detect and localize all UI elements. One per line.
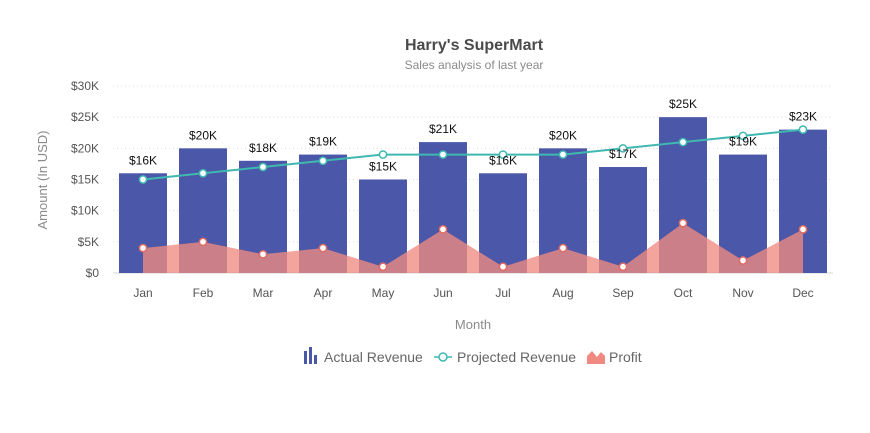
profit-point [318,243,328,253]
profit-point [378,262,388,272]
projected-point [618,143,628,153]
x-tick-label: Jan [133,286,152,300]
projected-point [558,150,568,159]
profit-point [438,225,448,234]
legend-label: Profit [609,349,642,365]
projected-point [678,137,688,147]
legend: Actual Revenue Projected Revenue Profit [304,347,642,365]
profit-point [558,243,568,253]
x-axis-ticks: Jan Feb Mar Apr May Jun Jul Aug Sep Oct Nov Dec [133,286,813,300]
x-tick-label: Oct [674,286,693,300]
legend-item-actual-revenue: Actual Revenue [304,347,423,365]
projected-point [138,175,148,184]
bar-chart-icon [304,347,317,364]
chart-title: Harry's SuperMart [405,37,544,54]
y-tick-label: $20K [71,141,99,155]
bar-value-label: $16K [129,153,157,167]
profit-point [798,225,808,234]
x-tick-label: Dec [792,286,813,300]
y-tick-label: $5K [78,235,99,249]
bar-value-label: $20K [549,128,577,142]
legend-label: Projected Revenue [457,349,576,365]
bar-value-label: $16K [489,153,517,167]
profit-point [138,243,148,253]
y-tick-label: $15K [71,173,99,187]
bar-value-label: $19K [309,135,337,149]
y-axis-ticks: $0 $5K $10K $15K $20K $25K $30K [71,79,99,280]
area-series [138,218,808,273]
bar-value-label: $19K [729,135,757,149]
y-tick-label: $10K [71,204,99,218]
x-axis-title: Month [455,317,491,332]
profit-point [738,256,748,265]
x-tick-label: Jul [495,286,510,300]
profit-point [258,249,268,259]
bar-value-label: $23K [789,110,817,124]
projected-point [498,150,508,159]
projected-revenue-line [142,128,804,181]
legend-label: Actual Revenue [324,349,423,365]
bar-value-label: $20K [189,128,217,142]
chart-subtitle: Sales analysis of last year [405,58,544,72]
bar-value-label: $18K [249,141,277,155]
area-chart-icon [587,351,605,364]
profit-point [198,237,208,247]
projected-point [738,131,748,141]
legend-marker [438,352,448,362]
profit-point [618,262,628,272]
x-tick-label: Nov [732,286,753,300]
line-marker-icon [434,352,452,362]
legend-bar [314,355,317,364]
x-tick-label: Feb [193,286,214,300]
projected-point [438,150,448,159]
x-tick-label: Jun [433,286,452,300]
legend-bar [304,351,307,364]
y-axis-title: Amount (In USD) [35,131,50,230]
revenue-bar [479,173,527,273]
profit-area [143,223,803,273]
x-tick-label: Apr [314,286,333,300]
x-tick-label: May [372,286,395,300]
y-tick-label: $25K [71,110,99,124]
projected-point [798,125,808,134]
projected-point [258,162,268,172]
x-tick-label: Sep [612,286,634,300]
bar-value-label: $17K [609,147,637,161]
line-series [138,125,808,184]
legend-item-projected-revenue: Projected Revenue [434,349,576,365]
bar-value-label: $21K [429,122,457,136]
bar-value-label: $25K [669,97,697,111]
x-tick-label: Mar [253,286,274,300]
data-labels: $16K $20K $18K $19K $15K $21K $16K $20K $17K $25K… [129,97,817,173]
profit-point [498,262,508,272]
profit-point [678,218,688,228]
y-tick-label: $0 [86,266,100,280]
projected-point [318,156,328,166]
x-tick-label: Aug [552,286,573,300]
bar-value-label: $15K [369,160,397,174]
legend-bar [309,347,312,364]
y-tick-label: $30K [71,79,99,93]
projected-point [198,168,208,178]
projected-point [378,150,388,159]
grid-lines [113,85,833,274]
legend-item-profit: Profit [587,349,642,365]
